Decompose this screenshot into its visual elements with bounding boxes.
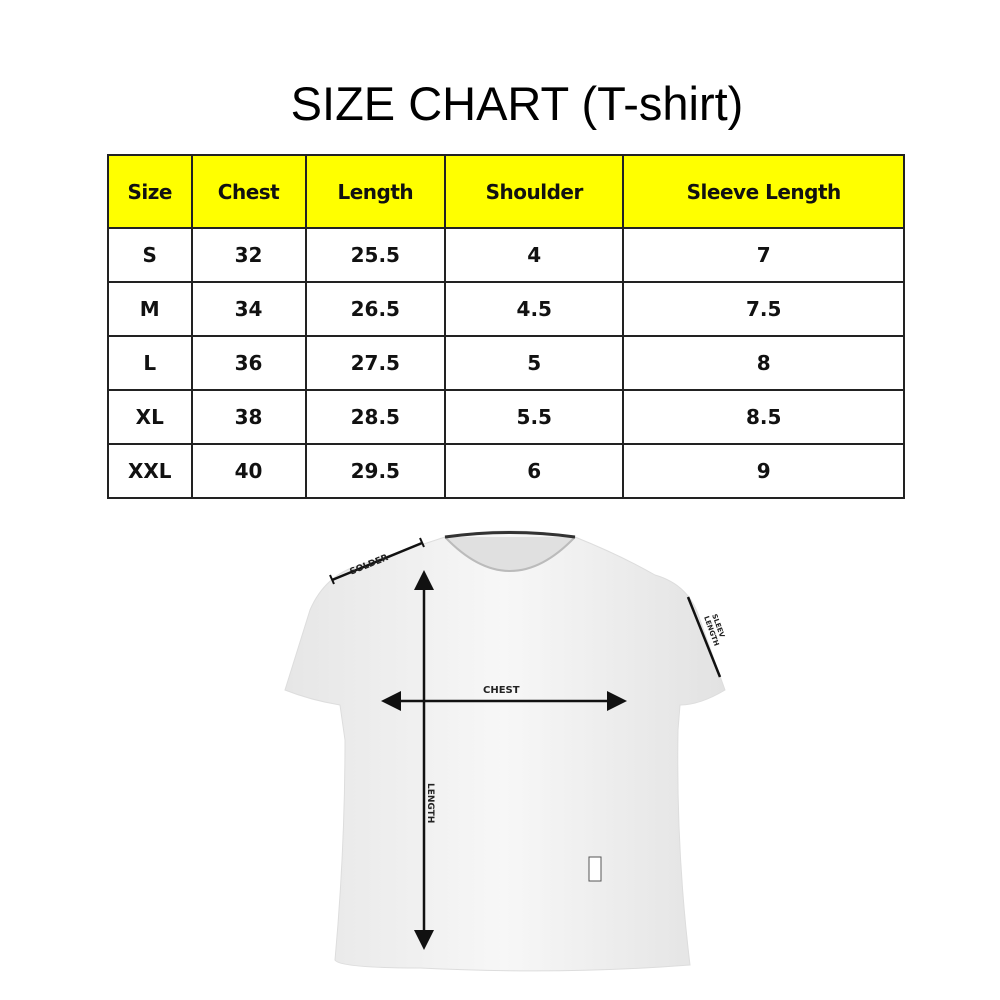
- table-row: S 32 25.5 4 7: [107, 227, 905, 283]
- header-size: Size: [107, 154, 193, 229]
- table-cell: 38: [190, 389, 307, 445]
- table-cell: 7: [622, 227, 905, 283]
- size-chart-table: Size Chest Length Shoulder Sleeve Length…: [107, 154, 905, 499]
- header-length: Length: [304, 154, 447, 229]
- table-cell: 8.5: [622, 389, 905, 445]
- table-cell: XXL: [107, 443, 193, 499]
- table-cell: M: [107, 281, 193, 337]
- table-row: XXL 40 29.5 6 9: [107, 443, 905, 499]
- table-cell: XL: [107, 389, 193, 445]
- shoulder-arrow: [331, 541, 423, 582]
- table-cell: 28.5: [304, 389, 447, 445]
- table-cell: S: [107, 227, 193, 283]
- header-sleeve-length: Sleeve Length: [622, 154, 905, 229]
- table-cell: 5: [444, 335, 625, 391]
- table-cell: 9: [622, 443, 905, 499]
- table-cell: 27.5: [304, 335, 447, 391]
- table-cell: 34: [190, 281, 307, 337]
- header-chest: Chest: [190, 154, 307, 229]
- table-cell: 29.5: [304, 443, 447, 499]
- chest-label: CHEST: [483, 685, 520, 696]
- tag-icon: [588, 856, 602, 882]
- sleeve-arrow: [686, 596, 722, 678]
- table-cell: 40: [190, 443, 307, 499]
- table-cell: 4.5: [444, 281, 625, 337]
- page-title: SIZE CHART (T-shirt): [290, 77, 744, 130]
- table-row: XL 38 28.5 5.5 8.5: [107, 389, 905, 445]
- tshirt-image: [284, 530, 726, 972]
- header-shoulder: Shoulder: [444, 154, 625, 229]
- table-cell: 36: [190, 335, 307, 391]
- table-cell: 26.5: [304, 281, 447, 337]
- table-cell: 32: [190, 227, 307, 283]
- table-row: L 36 27.5 5 8: [107, 335, 905, 391]
- table-row: M 34 26.5 4.5 7.5: [107, 281, 905, 337]
- table-cell: 5.5: [444, 389, 625, 445]
- table-cell: L: [107, 335, 193, 391]
- length-label: LENGTH: [425, 783, 435, 823]
- table-cell: 7.5: [622, 281, 905, 337]
- table-cell: 25.5: [304, 227, 447, 283]
- table-cell: 6: [444, 443, 625, 499]
- table-cell: 8: [622, 335, 905, 391]
- table-cell: 4: [444, 227, 625, 283]
- table-header-row: Size Chest Length Shoulder Sleeve Length: [107, 154, 905, 229]
